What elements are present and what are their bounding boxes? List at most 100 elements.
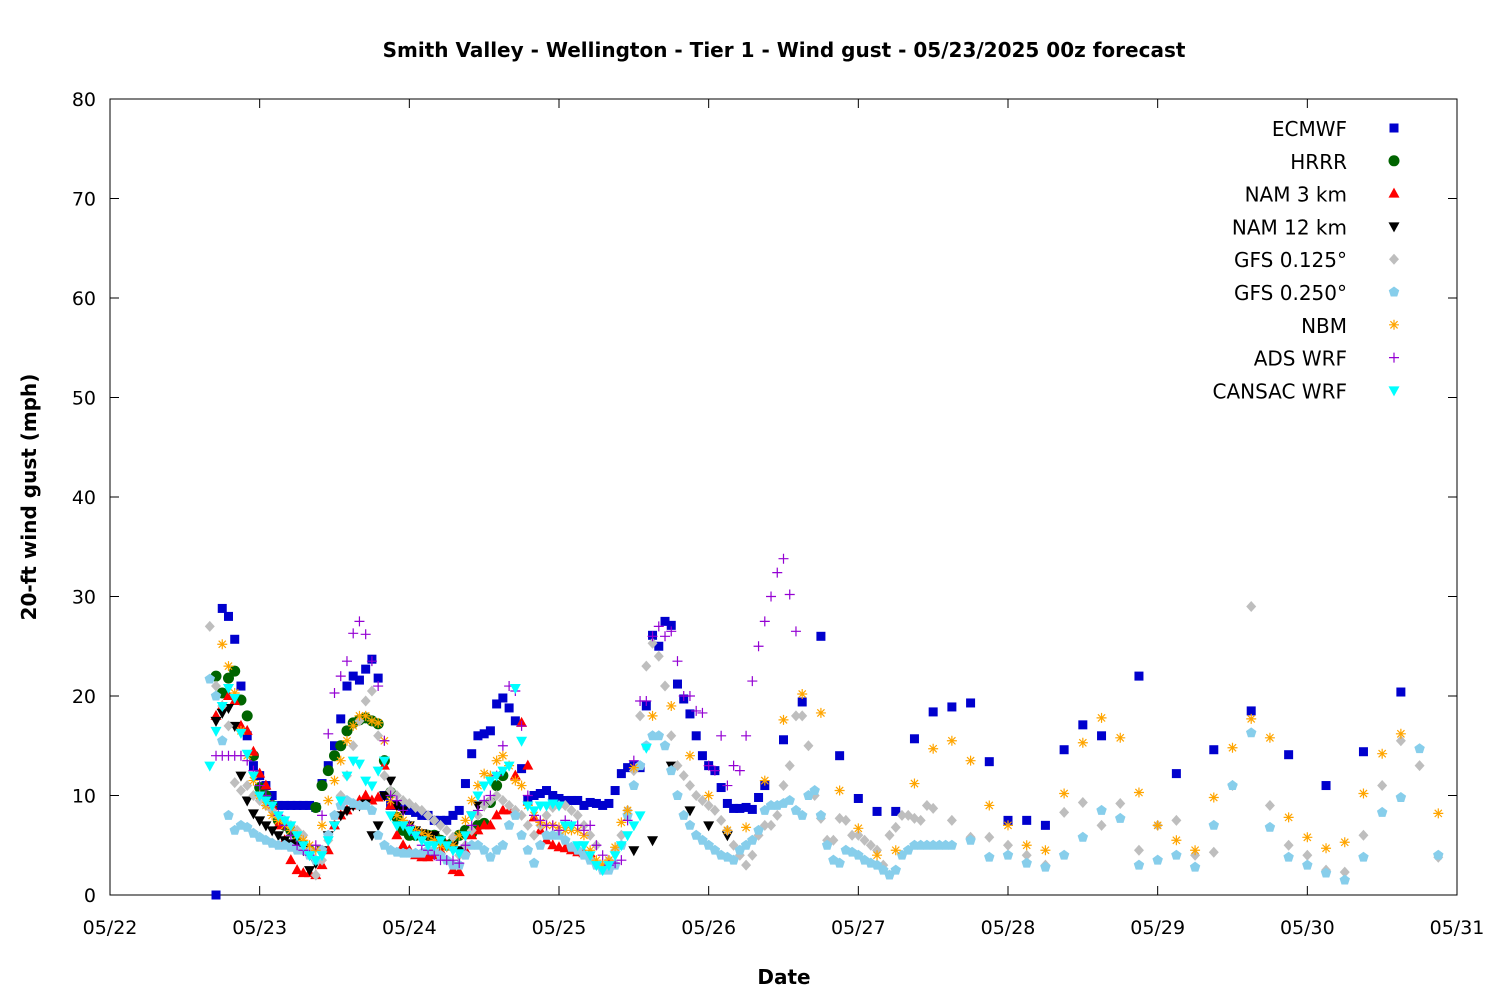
data-point: [790, 804, 802, 815]
data-point: [230, 634, 240, 644]
data-point: [391, 829, 403, 840]
data-point: [928, 743, 939, 754]
data-point: [397, 821, 409, 832]
data-point: [210, 726, 222, 737]
data-point: [654, 641, 664, 651]
data-point: [1040, 845, 1051, 856]
data-point: [884, 829, 895, 841]
data-point: [528, 857, 540, 868]
data-point: [1021, 849, 1032, 861]
data-point: [1339, 837, 1350, 848]
data-point: [815, 809, 827, 820]
data-point: [1171, 849, 1182, 860]
data-point: [273, 800, 283, 810]
data-point: [797, 710, 808, 722]
data-point: [1227, 780, 1238, 790]
data-point: [728, 760, 739, 771]
data-point: [984, 831, 995, 843]
data-point: [372, 829, 384, 840]
legend-label: NAM 12 km: [1232, 215, 1347, 239]
data-point: [341, 656, 352, 667]
data-point: [1171, 814, 1182, 826]
data-point: [484, 776, 496, 787]
legend-label: ADS WRF: [1254, 347, 1347, 371]
data-point: [753, 641, 764, 652]
data-point: [423, 809, 434, 821]
data-point: [541, 801, 553, 812]
data-point: [1133, 787, 1144, 798]
data-point: [366, 804, 378, 815]
data-point: [1134, 671, 1144, 681]
data-point: [690, 829, 702, 840]
data-point: [1321, 781, 1331, 791]
data-point: [584, 851, 596, 862]
data-point: [378, 791, 390, 802]
data-point: [535, 815, 546, 826]
data-point: [660, 631, 671, 642]
data-point: [697, 834, 708, 845]
data-point: [865, 839, 876, 851]
data-point: [597, 866, 609, 877]
data-point: [242, 731, 252, 741]
data-point: [1059, 806, 1070, 818]
data-point: [628, 780, 640, 790]
data-point: [366, 656, 377, 667]
data-point: [1003, 839, 1013, 851]
data-point: [354, 710, 365, 721]
data-point: [641, 660, 652, 672]
legend-marker: [1389, 123, 1399, 133]
data-point: [372, 821, 384, 832]
data-point: [435, 819, 446, 831]
data-point: [1264, 821, 1276, 832]
data-point: [366, 715, 377, 726]
data-point: [373, 730, 384, 742]
data-point: [834, 785, 845, 796]
data-point: [285, 854, 297, 865]
data-point: [342, 681, 352, 691]
data-point: [217, 639, 228, 650]
data-point: [497, 794, 508, 806]
data-point: [766, 591, 777, 602]
data-point: [229, 665, 241, 677]
data-point: [348, 671, 358, 681]
data-point: [379, 770, 390, 782]
data-point: [1246, 600, 1257, 612]
y-tick-label: 10: [72, 786, 96, 808]
data-point: [266, 826, 278, 837]
data-points: [204, 553, 1444, 900]
data-point: [834, 857, 845, 868]
data-point: [329, 750, 340, 762]
data-point: [610, 842, 621, 853]
data-point: [241, 749, 253, 760]
data-point: [335, 796, 347, 807]
data-point: [267, 810, 278, 821]
data-point: [292, 800, 302, 810]
data-point: [360, 789, 372, 800]
data-point: [1096, 712, 1107, 723]
data-point: [697, 794, 708, 806]
data-point: [1208, 819, 1220, 830]
data-point: [304, 866, 316, 877]
data-point: [1003, 820, 1013, 831]
data-point: [1097, 731, 1107, 741]
data-point: [1040, 861, 1051, 872]
data-point: [317, 820, 328, 831]
data-point: [528, 806, 540, 817]
data-point: [229, 693, 241, 704]
data-point: [634, 811, 646, 822]
data-point: [453, 866, 465, 877]
data-point: [254, 780, 265, 791]
data-point: [522, 819, 533, 831]
data-point: [965, 834, 976, 845]
data-point: [416, 836, 428, 847]
legend-marker: [1389, 319, 1399, 330]
data-point: [729, 803, 739, 813]
data-point: [329, 809, 340, 820]
data-point: [616, 855, 627, 866]
data-point: [597, 860, 608, 871]
data-point: [896, 809, 907, 821]
data-point: [510, 809, 521, 820]
data-point: [522, 801, 534, 812]
data-point: [747, 676, 758, 687]
data-point: [516, 829, 527, 840]
